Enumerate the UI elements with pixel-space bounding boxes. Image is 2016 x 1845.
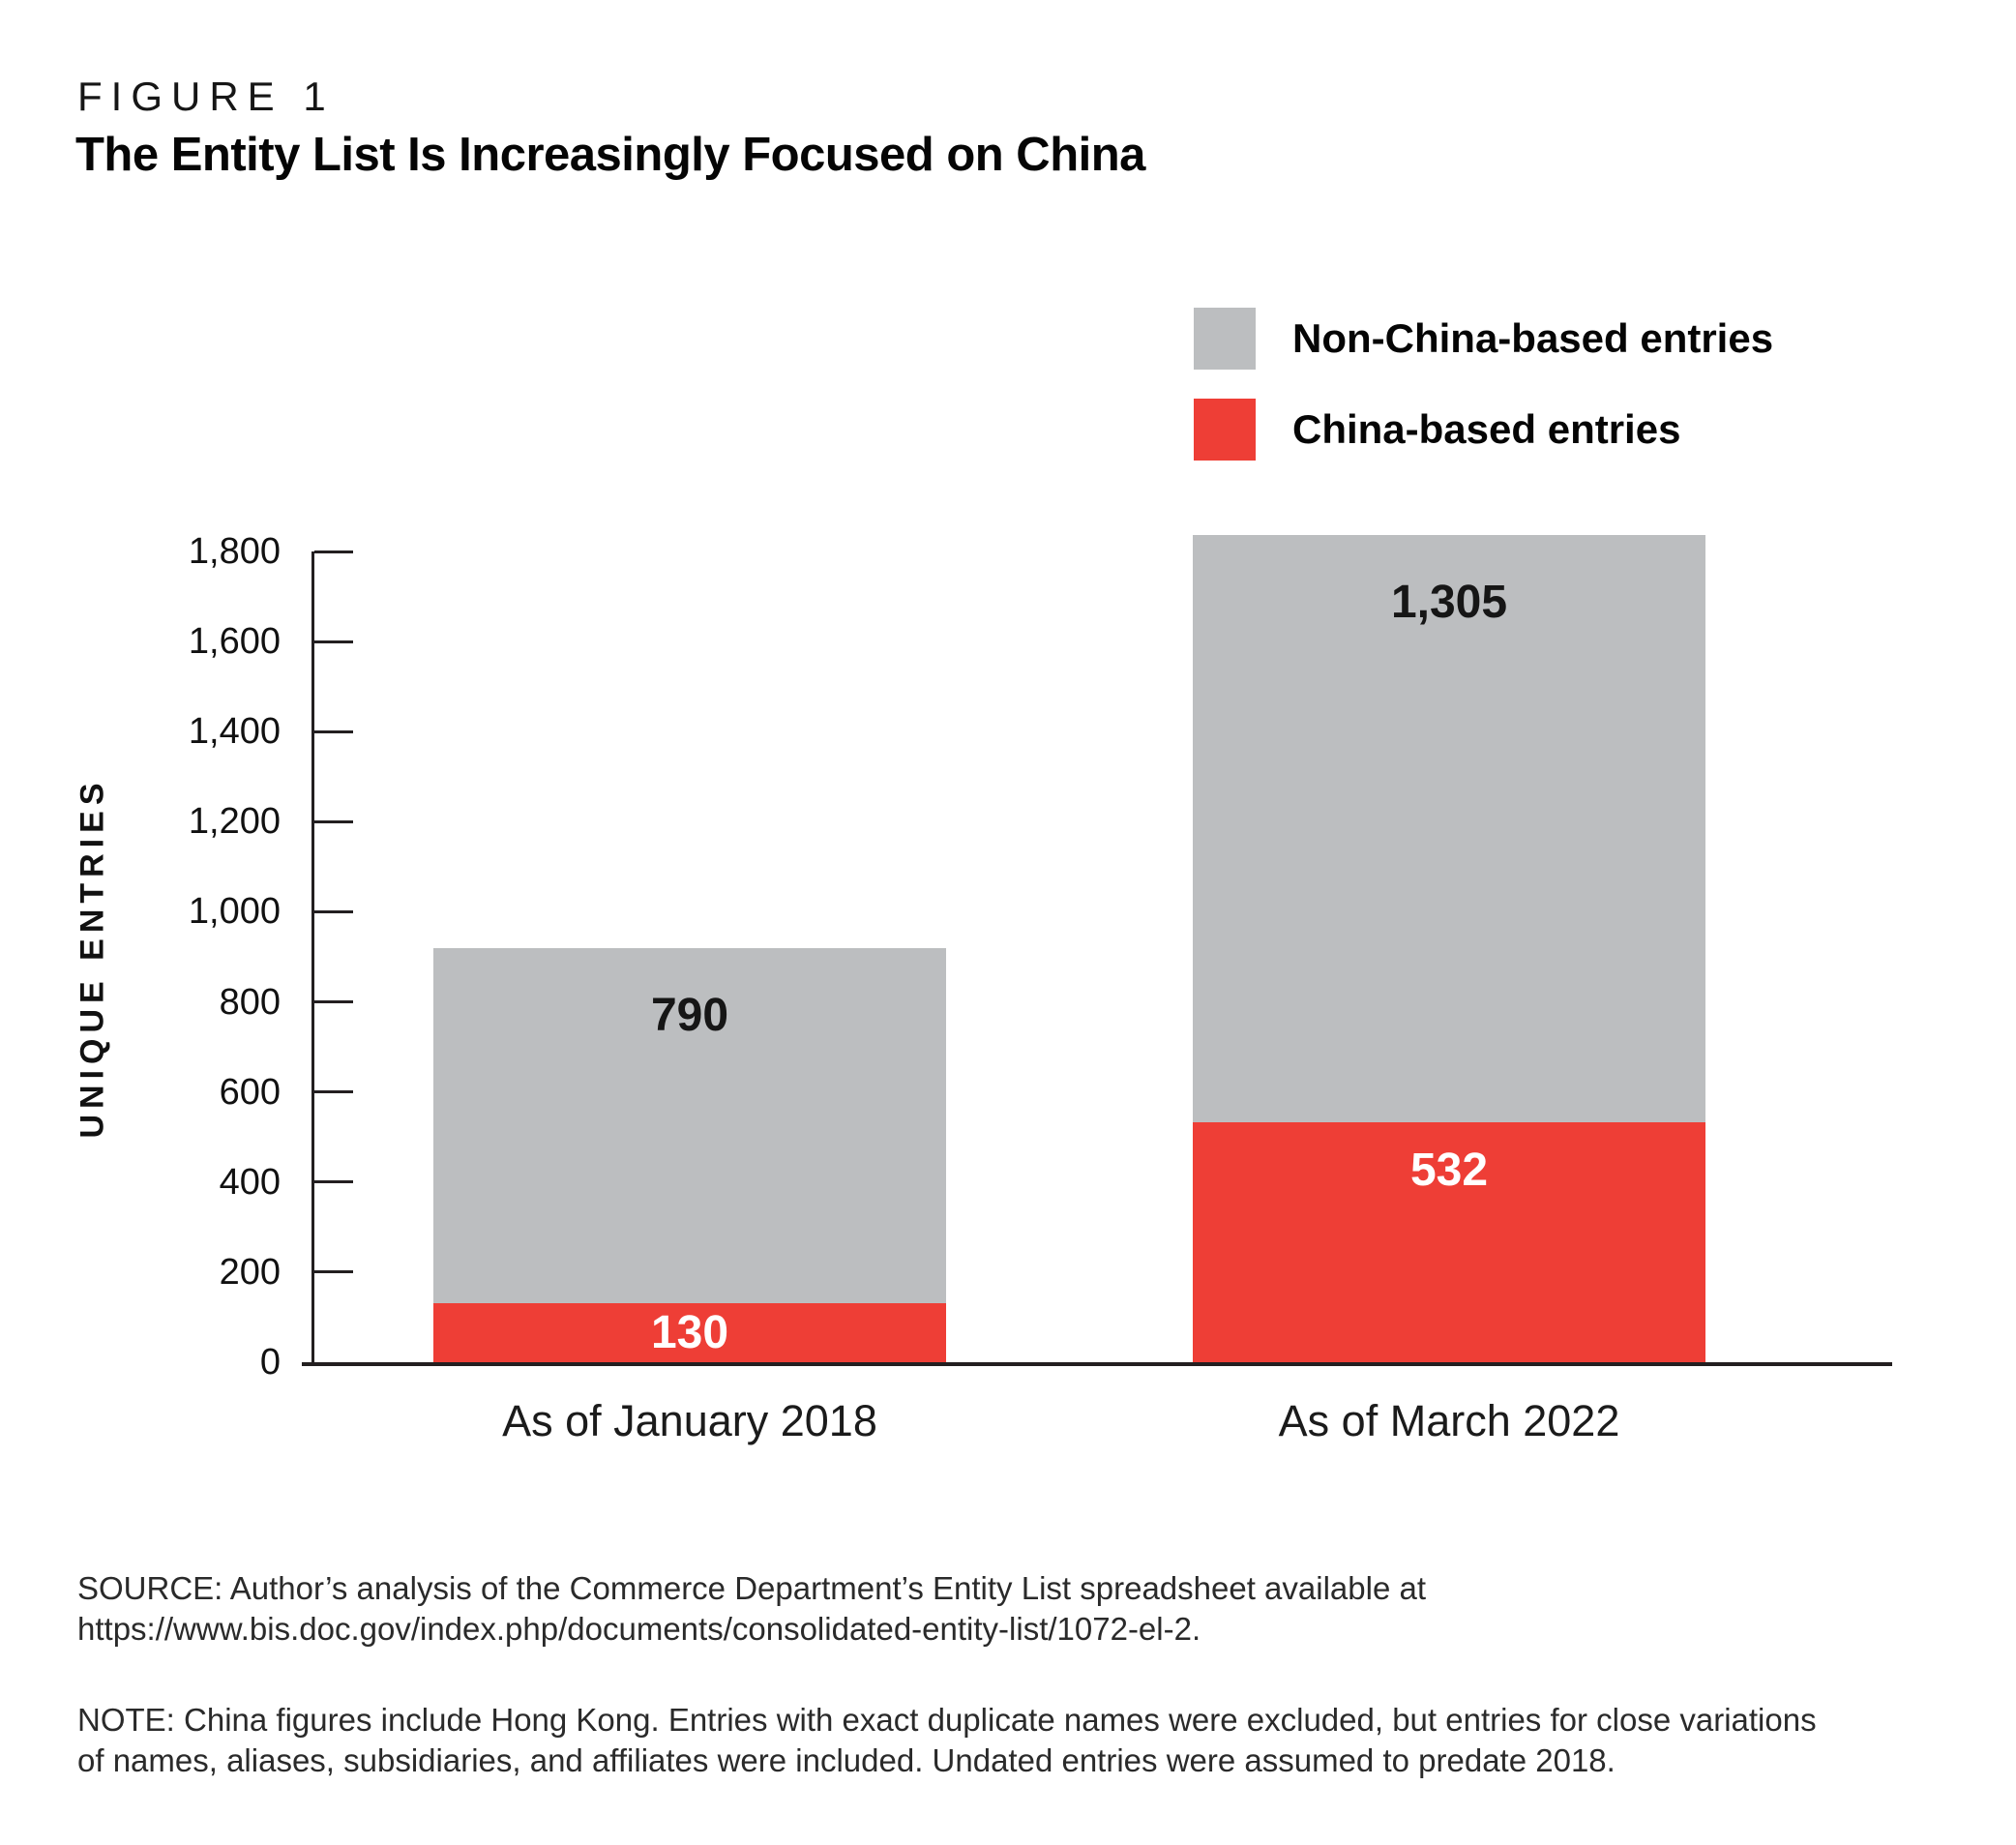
y-tick-label: 0 <box>259 1342 281 1383</box>
y-tick <box>314 1180 353 1184</box>
page-title: The Entity List Is Increasingly Focused … <box>75 129 1145 181</box>
y-tick <box>314 729 353 733</box>
non-china-swatch-icon <box>1194 308 1256 370</box>
y-tick-label: 200 <box>219 1251 281 1293</box>
x-category-label: As of March 2022 <box>1278 1396 1620 1445</box>
y-tick-label: 1,400 <box>188 711 281 753</box>
bar-segment-china-based-entries: 532 <box>1193 1122 1705 1362</box>
y-tick-label: 1,000 <box>188 891 281 933</box>
y-tick <box>314 640 353 643</box>
y-tick <box>314 909 353 913</box>
x-category-label: As of January 2018 <box>502 1396 877 1445</box>
legend-row-china: China-based entries <box>1194 399 1773 461</box>
figure-label: FIGURE 1 <box>77 74 335 119</box>
bar-value-label: 1,305 <box>1390 576 1508 628</box>
legend-label-non-china: Non-China-based entries <box>1292 315 1774 361</box>
legend-row-non-china: Non-China-based entries <box>1194 308 1773 370</box>
y-tick-label: 1,200 <box>188 801 281 843</box>
bar-segment-non-china-based-entries: 1,305 <box>1193 534 1705 1123</box>
y-tick-label: 1,800 <box>188 531 281 572</box>
y-tick <box>314 1000 353 1004</box>
bar-value-label: 130 <box>650 1306 729 1358</box>
source-line-2: https://www.bis.doc.gov/index.php/docume… <box>77 1611 1201 1647</box>
plot-area: 0 200 400 600 800 1,000 1,200 1,400 1,600 1,800 13… <box>189 531 1892 1383</box>
legend-label-china: China-based entries <box>1292 406 1681 452</box>
y-tick-label: 600 <box>219 1071 281 1113</box>
y-tick <box>314 1090 353 1094</box>
y-tick-label: 1,600 <box>188 621 281 663</box>
source-line-1: SOURCE: Author’s analysis of the Commerc… <box>77 1570 1426 1606</box>
legend: Non-China-based entries China-based entr… <box>1194 308 1773 490</box>
bar-value-label: 532 <box>1409 1145 1489 1197</box>
bar-segment-china-based-entries: 130 <box>433 1303 946 1362</box>
note-text: NOTE: China figures include Hong Kong. E… <box>77 1700 1973 1781</box>
note-line-2: of names, aliases, subsidiaries, and aff… <box>77 1742 1616 1778</box>
bar-as-of-january-2018: 130 790 <box>433 947 946 1362</box>
y-tick-label: 800 <box>219 981 281 1023</box>
y-tick-label: 400 <box>219 1161 281 1203</box>
y-tick <box>314 550 353 553</box>
bar-segment-non-china-based-entries: 790 <box>433 947 946 1304</box>
bar-value-label: 790 <box>650 989 729 1041</box>
y-tick <box>314 1270 353 1274</box>
source-text: SOURCE: Author’s analysis of the Commerc… <box>77 1568 1973 1650</box>
note-line-1: NOTE: China figures include Hong Kong. E… <box>77 1702 1817 1738</box>
y-tick <box>314 819 353 823</box>
bar-as-of-march-2022: 532 1,305 <box>1193 534 1705 1362</box>
x-axis-line <box>302 1362 1892 1366</box>
china-swatch-icon <box>1194 399 1256 461</box>
